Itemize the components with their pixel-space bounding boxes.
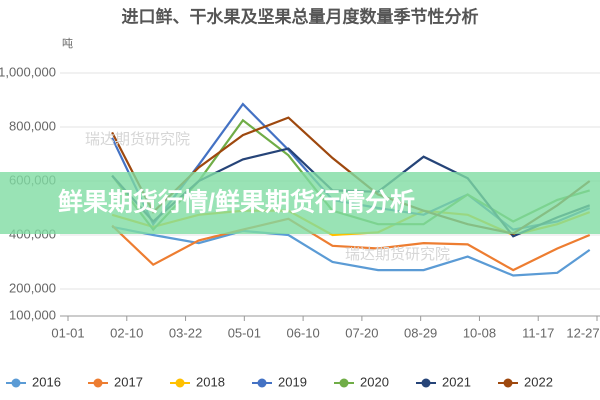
x-tick-label: 02-10 bbox=[110, 325, 143, 340]
legend-marker bbox=[421, 378, 431, 388]
legend-label: 2021 bbox=[442, 374, 471, 389]
legend-label: 2019 bbox=[278, 374, 307, 389]
x-tick-label: 05-01 bbox=[228, 325, 261, 340]
series-line bbox=[111, 217, 591, 272]
legend-marker bbox=[339, 378, 349, 388]
x-tick-label: 06-10 bbox=[286, 325, 319, 340]
x-tick-label: 01-01 bbox=[51, 325, 84, 340]
x-tick-label: 03-22 bbox=[169, 325, 202, 340]
legend-label: 2022 bbox=[524, 374, 553, 389]
y-tick-label: 100,000 bbox=[9, 307, 56, 322]
legend-marker bbox=[93, 378, 103, 388]
x-tick-label: 12-27 bbox=[566, 325, 599, 340]
chart-title: 进口鲜、干水果及坚果总量月度数量季节性分析 bbox=[122, 6, 479, 26]
legend-label: 2018 bbox=[196, 374, 225, 389]
legend-marker bbox=[175, 378, 185, 388]
banner-text: 鲜果期货行情/鲜果期货行情分析 bbox=[58, 188, 415, 217]
y-tick-label: 200,000 bbox=[9, 280, 56, 295]
series-line bbox=[111, 225, 591, 277]
legend-marker bbox=[503, 378, 513, 388]
legend-marker bbox=[11, 378, 21, 388]
legend-label: 2016 bbox=[32, 374, 61, 389]
x-tick-label: 07-20 bbox=[345, 325, 378, 340]
watermark: 瑞达期货研究院 bbox=[85, 130, 190, 148]
x-tick-label: 10-08 bbox=[463, 325, 496, 340]
banner-bg bbox=[0, 172, 600, 234]
x-tick-label: 08-29 bbox=[404, 325, 437, 340]
legend-label: 2020 bbox=[360, 374, 389, 389]
legend-label: 2017 bbox=[114, 374, 143, 389]
y-tick-label: 1,000,000 bbox=[0, 64, 56, 79]
x-tick-label: 11-17 bbox=[522, 325, 554, 340]
watermark: 瑞达期货研究院 bbox=[345, 245, 450, 263]
y-unit: 吨 bbox=[62, 37, 73, 50]
y-tick-label: 800,000 bbox=[9, 118, 56, 133]
legend-marker bbox=[257, 378, 267, 388]
